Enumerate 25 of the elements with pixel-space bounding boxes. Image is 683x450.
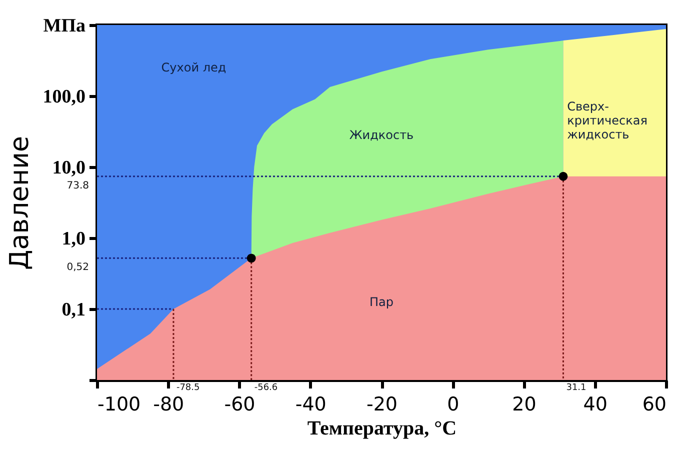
x-tick-label: 0	[447, 394, 460, 416]
annotation: 73.8	[66, 180, 89, 192]
y-axis-title: Давление	[4, 136, 35, 270]
annotation: 0,52	[66, 262, 89, 274]
annotation: Сверх- критическая жидкость	[567, 100, 648, 142]
annotation: Сухой лед	[161, 60, 226, 75]
x-axis-title: Температура, °C	[307, 418, 457, 440]
annotation: Жидкость	[349, 128, 414, 142]
x-tick-label: -40	[295, 394, 326, 416]
x-tick-label: -100	[98, 394, 141, 416]
annotation: 31.1	[566, 383, 586, 393]
x-tick-label: -20	[366, 394, 398, 416]
y-tick-label: 1,0	[62, 228, 86, 250]
x-tick-label: -80	[153, 394, 184, 416]
x-tick-label: 20	[512, 394, 536, 416]
y-tick-label: МПа	[43, 16, 86, 36]
x-tick-label: 40	[583, 394, 608, 416]
y-tick-label: 10,0	[52, 158, 86, 178]
annotation: Пар	[370, 294, 394, 309]
annotation: -56.6	[254, 383, 278, 393]
y-tick-label: 0,1	[62, 300, 86, 320]
y-tick-label: 100,0	[42, 86, 86, 108]
annotation: -78.5	[176, 383, 200, 393]
x-tick-label: 60	[642, 394, 666, 416]
x-tick-label: -60	[224, 394, 256, 416]
